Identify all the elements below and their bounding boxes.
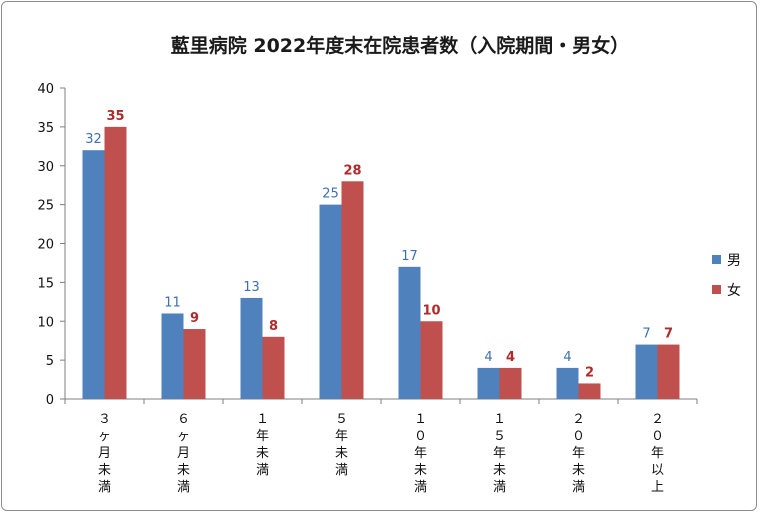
bar-male: [319, 204, 342, 399]
y-tick-label: 25: [37, 199, 54, 214]
bar-female: [262, 336, 285, 399]
data-label-female: 2: [585, 365, 594, 380]
data-label-male: 4: [563, 350, 571, 365]
x-category-label: ２０年未満: [572, 412, 585, 495]
data-label-male: 17: [401, 249, 418, 264]
data-label-male: 4: [484, 350, 492, 365]
bar-male: [161, 313, 184, 399]
bar-female: [104, 126, 127, 399]
legend-label-female: 女: [727, 282, 741, 299]
bar-female: [578, 383, 601, 399]
plot-area: 0 5 10 15 20 25 30 35 40 32 35 ３ヶ月未満 11 9 ６ヶ月未満 13 8 １年未満…: [37, 82, 698, 495]
y-tick-label: 15: [37, 276, 54, 291]
chart-title: 藍里病院 2022年度末在院患者数（入院期間・男女）: [171, 34, 630, 57]
bar-female: [657, 344, 680, 399]
bar-female: [499, 367, 522, 399]
bar-female: [420, 321, 443, 399]
y-tick-label: 10: [37, 315, 54, 330]
bar-male: [556, 367, 579, 399]
y-tick-label: 5: [46, 354, 54, 369]
x-category-label: ６ヶ月未満: [177, 412, 190, 495]
y-tick-label: 35: [37, 121, 54, 136]
x-category-label: １年未満: [256, 412, 269, 478]
data-label-male: 7: [642, 327, 650, 342]
data-label-male: 11: [164, 295, 181, 310]
bar-male: [635, 344, 658, 399]
bar-male: [240, 297, 263, 399]
legend-swatch-male: [712, 255, 721, 264]
y-tick-label: 30: [37, 160, 54, 175]
data-label-female: 7: [664, 327, 673, 342]
y-tick-label: 0: [46, 393, 54, 408]
data-label-female: 35: [106, 109, 124, 124]
x-category-label: １５年未満: [493, 412, 506, 495]
x-category-label: １０年未満: [414, 412, 427, 495]
data-label-female: 10: [422, 303, 440, 318]
bar-female: [341, 181, 364, 399]
bar-female: [183, 329, 206, 399]
legend-swatch-female: [712, 285, 721, 294]
y-tick-label: 40: [37, 82, 54, 97]
legend-label-male: 男: [727, 253, 741, 269]
legend: 男女: [712, 253, 741, 299]
y-tick-label: 20: [37, 238, 54, 253]
data-label-male: 13: [243, 280, 260, 295]
data-label-female: 9: [190, 311, 199, 326]
bar-male: [477, 367, 500, 399]
data-label-female: 4: [506, 350, 515, 365]
x-category-label: ３ヶ月未満: [98, 412, 111, 495]
data-label-female: 28: [343, 163, 361, 178]
bar-male: [398, 266, 421, 399]
bar-male: [82, 150, 105, 399]
data-label-female: 8: [269, 319, 278, 334]
x-category-label: ２０年以上: [651, 412, 664, 495]
data-label-male: 25: [322, 187, 339, 202]
x-category-label: ５年未満: [335, 412, 348, 478]
data-label-male: 32: [85, 132, 102, 147]
